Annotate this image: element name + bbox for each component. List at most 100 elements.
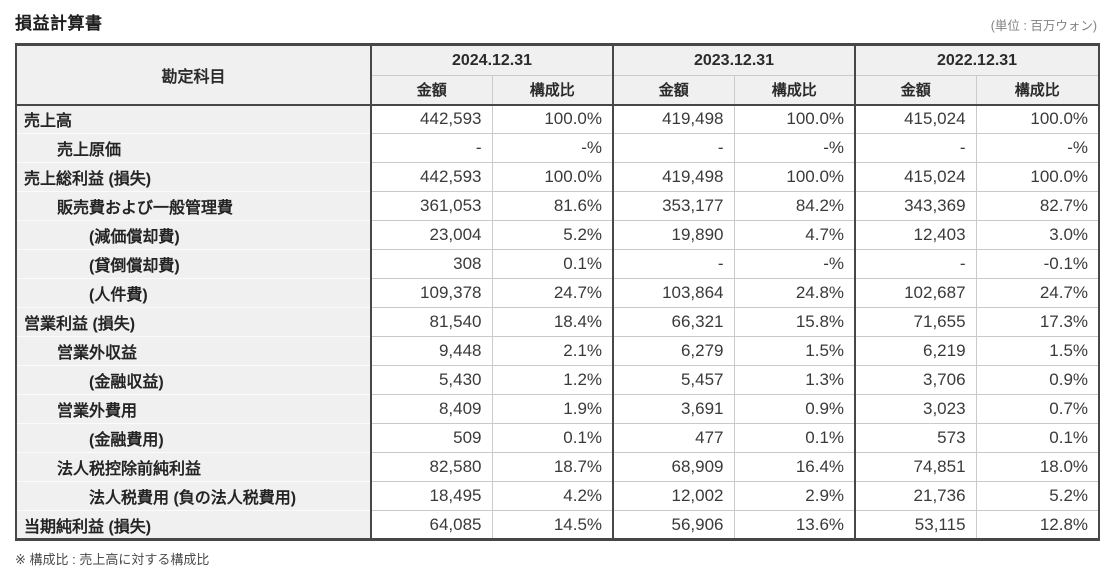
- ratio-cell: 4.7%: [733, 220, 856, 250]
- amount-cell: 442,593: [370, 162, 492, 192]
- amount-cell: -: [370, 133, 492, 163]
- account-label: 営業外費用: [16, 394, 372, 424]
- amount-cell: 5,457: [612, 365, 735, 395]
- period-header-2023: 2023.12.31: [612, 44, 856, 76]
- ratio-cell: 0.1%: [975, 423, 1100, 453]
- account-label: 販売費および一般管理費: [16, 191, 372, 221]
- amount-cell: 71,655: [854, 307, 977, 337]
- amount-header: 金額: [854, 75, 977, 106]
- ratio-cell: 17.3%: [975, 307, 1100, 337]
- ratio-cell: 16.4%: [733, 452, 856, 482]
- footnote: ※ 構成比 : 売上高に対する構成比: [15, 552, 210, 567]
- amount-cell: -: [854, 249, 977, 279]
- ratio-cell: 14.5%: [491, 510, 614, 540]
- amount-cell: 442,593: [370, 104, 492, 134]
- table-row: 売上原価 - -% - -% - -%: [16, 133, 1100, 163]
- ratio-cell: 0.9%: [975, 365, 1100, 395]
- ratio-cell: 100.0%: [733, 162, 856, 192]
- ratio-cell: 24.8%: [733, 278, 856, 308]
- ratio-cell: 0.1%: [491, 423, 614, 453]
- table-row: (金融費用) 509 0.1% 477 0.1% 573 0.1%: [16, 423, 1100, 453]
- amount-cell: 6,219: [854, 336, 977, 366]
- table-row: 法人税費用 (負の法人税費用) 18,495 4.2% 12,002 2.9% 21,73…: [16, 481, 1100, 511]
- amount-cell: 343,369: [854, 191, 977, 221]
- account-column-header: 勘定科目: [16, 44, 372, 106]
- table-row: 営業外費用 8,409 1.9% 3,691 0.9% 3,023 0.7%: [16, 394, 1100, 424]
- account-label: 法人税費用 (負の法人税費用): [16, 481, 372, 511]
- ratio-cell: 1.3%: [733, 365, 856, 395]
- ratio-cell: 13.6%: [733, 510, 856, 540]
- ratio-cell: 100.0%: [975, 162, 1100, 192]
- amount-cell: 56,906: [612, 510, 735, 540]
- account-label: 営業利益 (損失): [16, 307, 372, 337]
- account-label: 法人税控除前純利益: [16, 452, 372, 482]
- income-statement-table: 勘定科目 2024.12.31 2023.12.31 2022.12.31 金額…: [15, 43, 1101, 541]
- amount-cell: 308: [370, 249, 492, 279]
- table-row: 法人税控除前純利益 82,580 18.7% 68,909 16.4% 74,851 18.…: [16, 452, 1100, 482]
- ratio-cell: 1.9%: [491, 394, 614, 424]
- ratio-cell: -%: [733, 133, 856, 163]
- amount-cell: 509: [370, 423, 492, 453]
- amount-cell: 64,085: [370, 510, 492, 540]
- account-label: (減価償却費): [16, 220, 372, 250]
- ratio-cell: 4.2%: [491, 481, 614, 511]
- account-label: 売上総利益 (損失): [16, 162, 372, 192]
- table-row: (金融収益) 5,430 1.2% 5,457 1.3% 3,706 0.9%: [16, 365, 1100, 395]
- ratio-cell: 18.4%: [491, 307, 614, 337]
- amount-cell: 5,430: [370, 365, 492, 395]
- income-statement-body: 売上高 442,593 100.0% 419,498 100.0% 415,024 100.…: [16, 104, 1100, 540]
- ratio-cell: 0.7%: [975, 394, 1100, 424]
- amount-cell: 53,115: [854, 510, 977, 540]
- ratio-cell: 0.1%: [733, 423, 856, 453]
- table-row: 営業外収益 9,448 2.1% 6,279 1.5% 6,219 1.5%: [16, 336, 1100, 366]
- period-header-2022: 2022.12.31: [854, 44, 1100, 76]
- amount-cell: 12,002: [612, 481, 735, 511]
- amount-header: 金額: [612, 75, 735, 106]
- ratio-cell: -%: [491, 133, 614, 163]
- table-row: 営業利益 (損失) 81,540 18.4% 66,321 15.8% 71,655 17.…: [16, 307, 1100, 337]
- page-header: 損益計算書 (単位 : 百万ウォン): [0, 0, 1113, 43]
- table-row: (減価償却費) 23,004 5.2% 19,890 4.7% 12,403 3.0%: [16, 220, 1100, 250]
- amount-cell: -: [612, 249, 735, 279]
- ratio-cell: 24.7%: [975, 278, 1100, 308]
- ratio-cell: 1.5%: [733, 336, 856, 366]
- amount-cell: -: [854, 133, 977, 163]
- amount-cell: 6,279: [612, 336, 735, 366]
- page-title: 損益計算書: [15, 14, 103, 33]
- ratio-cell: 100.0%: [491, 104, 614, 134]
- amount-cell: 109,378: [370, 278, 492, 308]
- account-label: (人件費): [16, 278, 372, 308]
- ratio-cell: 82.7%: [975, 191, 1100, 221]
- account-label: 当期純利益 (損失): [16, 510, 372, 540]
- amount-cell: 9,448: [370, 336, 492, 366]
- ratio-cell: 15.8%: [733, 307, 856, 337]
- amount-cell: 3,691: [612, 394, 735, 424]
- ratio-header: 構成比: [733, 75, 856, 106]
- unit-note: (単位 : 百万ウォン): [990, 19, 1097, 33]
- amount-cell: 573: [854, 423, 977, 453]
- ratio-cell: 100.0%: [491, 162, 614, 192]
- ratio-cell: 5.2%: [975, 481, 1100, 511]
- amount-cell: 82,580: [370, 452, 492, 482]
- account-label: (貸倒償却費): [16, 249, 372, 279]
- amount-cell: 3,023: [854, 394, 977, 424]
- account-label: (金融費用): [16, 423, 372, 453]
- table-row: 販売費および一般管理費 361,053 81.6% 353,177 84.2% 343,3…: [16, 191, 1100, 221]
- amount-cell: 353,177: [612, 191, 735, 221]
- period-header-2024: 2024.12.31: [369, 44, 614, 76]
- amount-header: 金額: [370, 75, 492, 106]
- ratio-cell: 81.6%: [491, 191, 614, 221]
- period-header-row: 勘定科目 2024.12.31 2023.12.31 2022.12.31: [16, 44, 1100, 106]
- table-row: 売上総利益 (損失) 442,593 100.0% 419,498 100.0% 415,…: [16, 162, 1100, 192]
- amount-cell: 66,321: [612, 307, 735, 337]
- amount-cell: 3,706: [854, 365, 977, 395]
- ratio-cell: 1.5%: [975, 336, 1100, 366]
- subheader-row: 金額 構成比 金額 構成比 金額 構成比: [16, 75, 1100, 106]
- amount-cell: 419,498: [612, 104, 735, 134]
- ratio-cell: 18.0%: [975, 452, 1100, 482]
- amount-cell: 21,736: [854, 481, 977, 511]
- amount-cell: 81,540: [370, 307, 492, 337]
- ratio-cell: -%: [975, 133, 1100, 163]
- amount-cell: 18,495: [370, 481, 492, 511]
- account-label: (金融収益): [16, 365, 372, 395]
